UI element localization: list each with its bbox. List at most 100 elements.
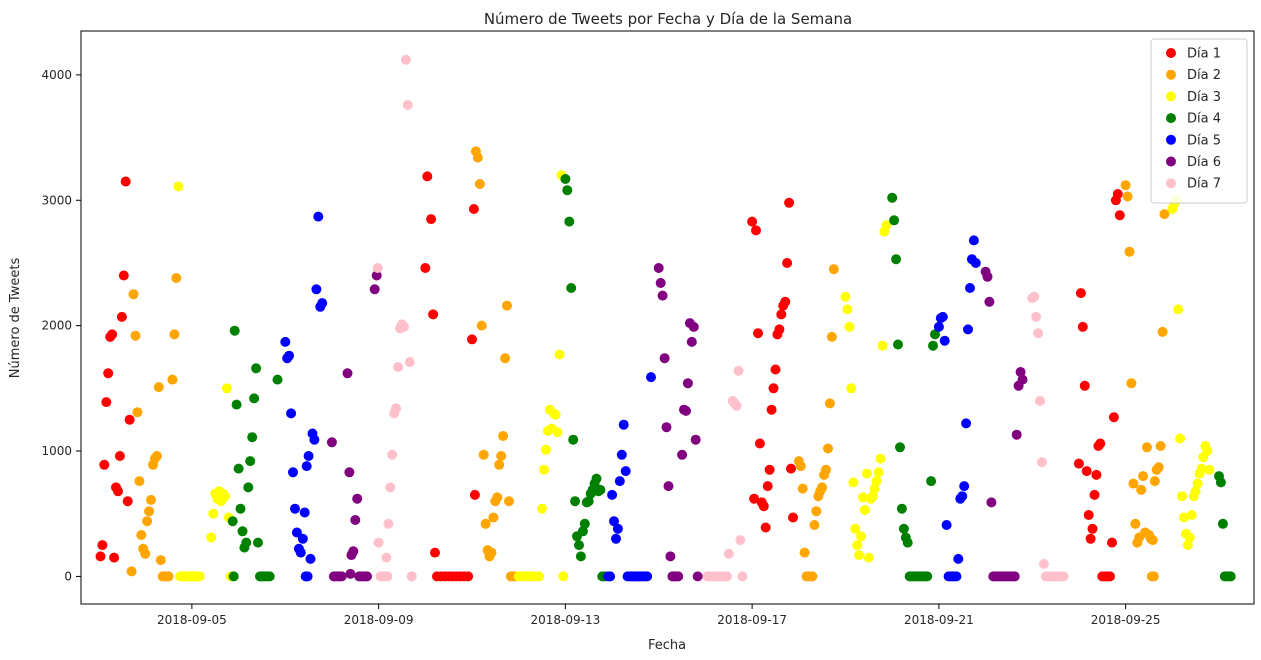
data-point	[766, 404, 777, 415]
data-point	[142, 516, 153, 527]
data-point	[1179, 512, 1189, 523]
data-point	[677, 449, 688, 460]
data-point	[780, 296, 791, 307]
data-point	[852, 540, 863, 551]
data-point	[854, 550, 865, 561]
data-point	[140, 548, 151, 559]
data-point	[492, 492, 503, 503]
data-point	[681, 405, 691, 416]
data-point	[574, 540, 584, 551]
data-point	[284, 350, 295, 361]
data-point	[422, 171, 433, 182]
data-point	[961, 418, 972, 429]
data-point	[605, 571, 616, 582]
data-point	[286, 408, 297, 419]
data-point	[1124, 246, 1135, 257]
data-point	[144, 506, 155, 517]
data-point	[109, 552, 120, 563]
data-point	[577, 526, 588, 537]
data-point	[807, 571, 818, 582]
data-point	[348, 546, 359, 557]
data-point	[871, 476, 882, 487]
data-point	[336, 571, 347, 582]
data-point	[564, 216, 575, 227]
data-point	[132, 407, 143, 418]
data-point	[788, 512, 798, 523]
data-point	[488, 512, 499, 523]
data-point	[299, 507, 310, 518]
data-point	[280, 336, 291, 347]
data-point	[751, 225, 761, 236]
data-point	[848, 477, 859, 488]
data-point	[118, 270, 129, 281]
data-point	[1126, 378, 1137, 389]
data-point	[607, 489, 618, 500]
series-4	[227, 174, 1236, 582]
series-7	[372, 54, 1069, 582]
legend-marker	[1166, 178, 1176, 189]
data-point	[824, 398, 835, 409]
data-point	[303, 451, 314, 461]
data-point	[253, 537, 263, 548]
data-point	[869, 483, 880, 494]
data-point	[941, 520, 952, 530]
data-point	[1087, 523, 1098, 534]
data-point	[1159, 209, 1170, 220]
data-point	[583, 496, 594, 507]
data-point	[295, 547, 306, 558]
data-point	[611, 533, 621, 544]
legend-label: Día 3	[1187, 90, 1221, 105]
data-point	[828, 264, 839, 275]
data-point	[228, 571, 239, 582]
data-point	[688, 321, 699, 332]
data-point	[665, 551, 676, 562]
data-point	[776, 309, 787, 320]
data-point	[373, 537, 384, 548]
data-point	[881, 220, 892, 231]
data-point	[151, 451, 162, 461]
data-point	[251, 363, 262, 374]
data-point	[889, 215, 900, 226]
data-point	[382, 571, 393, 582]
data-point	[842, 304, 853, 315]
data-point	[167, 374, 178, 385]
data-point	[371, 270, 382, 281]
data-point	[1186, 510, 1197, 520]
data-point	[653, 263, 664, 273]
data-point	[861, 468, 872, 479]
data-point	[344, 467, 355, 478]
data-point	[1225, 571, 1236, 582]
chart-title: Número de Tweets por Fecha y Día de la S…	[484, 10, 852, 28]
data-point	[120, 176, 131, 187]
data-point	[229, 325, 240, 336]
data-point	[220, 491, 230, 502]
data-point	[612, 523, 623, 534]
data-point	[500, 353, 511, 364]
legend-marker	[1166, 91, 1176, 102]
data-point	[404, 357, 415, 367]
data-point	[1091, 469, 1102, 480]
data-point	[400, 54, 411, 65]
y-tick-label: 4000	[41, 68, 72, 82]
data-point	[1190, 486, 1201, 497]
data-point	[661, 422, 672, 433]
data-point	[1173, 304, 1184, 315]
data-point	[575, 551, 586, 562]
data-point	[784, 197, 795, 208]
data-point	[406, 571, 417, 582]
data-point	[579, 518, 590, 529]
data-point	[723, 548, 734, 559]
data-point	[1217, 518, 1228, 529]
data-point	[504, 496, 514, 507]
legend: Día 1 Día 2 Día 3 Día 4 Día 5 Día 6 Día 7	[1150, 38, 1248, 204]
x-tick-label: 2018-09-09	[344, 613, 414, 627]
data-point	[124, 414, 135, 425]
data-point	[113, 486, 123, 497]
data-point	[1184, 532, 1195, 543]
data-point	[173, 181, 184, 192]
data-point	[498, 431, 509, 441]
data-point	[1083, 510, 1094, 520]
data-point	[539, 464, 549, 475]
data-point	[928, 340, 938, 351]
data-point	[1017, 374, 1028, 385]
